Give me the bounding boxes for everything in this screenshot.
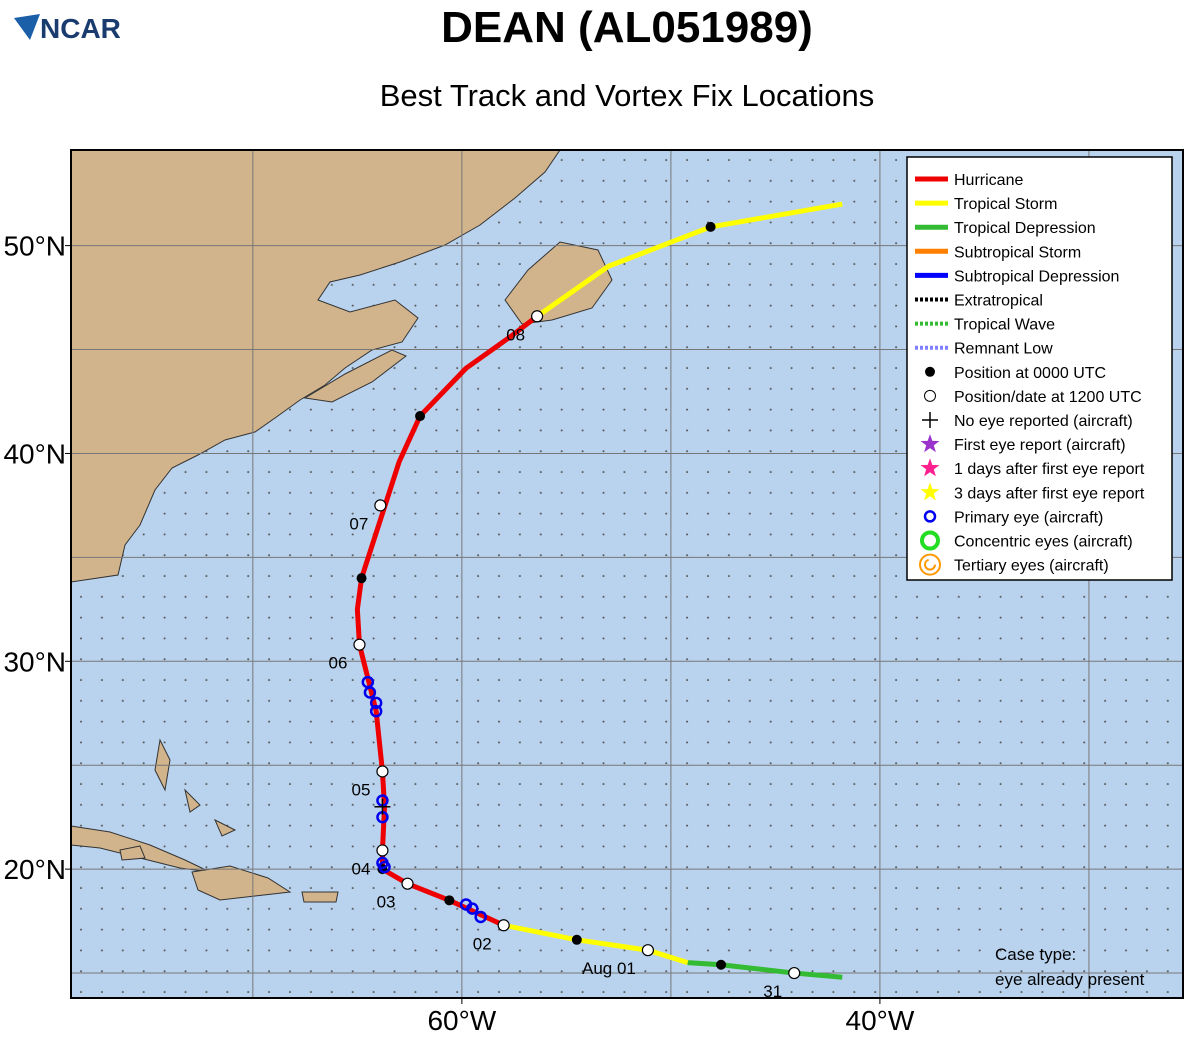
- y-tick-label: 30°N: [3, 646, 66, 677]
- title: DEAN (AL051989): [441, 3, 813, 52]
- y-tick-label: 40°N: [3, 438, 66, 469]
- legend-label: Primary eye (aircraft): [954, 509, 1103, 526]
- legend-symbol: [919, 553, 941, 576]
- legend-symbol: [924, 558, 936, 571]
- date-label: 04: [352, 859, 371, 878]
- date-label: 07: [349, 514, 368, 533]
- primary-eye: [378, 860, 391, 874]
- legend-label: Position/date at 1200 UTC: [954, 389, 1142, 406]
- nova-scotia: [303, 349, 407, 403]
- track-segment: [535, 201, 843, 319]
- legend-symbol: [922, 412, 938, 428]
- legend-label: Subtropical Storm: [954, 244, 1081, 261]
- puerto-rico: [301, 891, 339, 903]
- legend-label: Tropical Depression: [954, 220, 1096, 237]
- position-0000: [356, 573, 367, 584]
- date-label: Aug 01: [582, 959, 636, 978]
- legend-label: Remnant Low: [954, 341, 1053, 358]
- jamaica: [119, 845, 146, 861]
- date-label: 03: [377, 893, 396, 912]
- subtitle: Best Track and Vortex Fix Locations: [380, 78, 875, 113]
- legend-label: Tropical Storm: [954, 196, 1057, 213]
- axis-labels: 60°W 40°W 20°N 30°N 40°N 50°N: [3, 231, 915, 1036]
- case-type: eye already present: [995, 970, 1145, 989]
- track: 31 Aug 01 02 03 04 05 06 07 08: [329, 201, 843, 1001]
- legend-label: 1 days after first eye report: [954, 461, 1145, 478]
- legend-label: Tropical Wave: [954, 317, 1055, 334]
- legend-symbol: [923, 510, 937, 523]
- legend-label: Position at 0000 UTC: [954, 365, 1106, 382]
- position-1200: [641, 944, 655, 957]
- position-1200: [376, 765, 389, 778]
- legend: Hurricane Tropical Storm Tropical Depressi…: [906, 156, 1173, 581]
- y-tick-label: 20°N: [3, 854, 66, 885]
- legend-symbol: [920, 530, 940, 551]
- primary-eye: [363, 686, 377, 699]
- legend-box: [906, 156, 1173, 581]
- position-1200: [788, 966, 801, 980]
- logo-text: NCAR: [40, 13, 121, 44]
- date-label: 02: [473, 934, 492, 953]
- map-frame: [70, 149, 1184, 999]
- legend-label: First eye report (aircraft): [954, 437, 1126, 454]
- logo: NCAR: [14, 13, 121, 44]
- x-tick-label: 60°W: [427, 1005, 496, 1034]
- legend-label: Tertiary eyes (aircraft): [954, 558, 1109, 575]
- legend-label: 3 days after first eye report: [954, 485, 1145, 502]
- track-segment: [687, 960, 843, 980]
- position-1200: [531, 310, 544, 323]
- legend-label: Concentric eyes (aircraft): [954, 534, 1133, 551]
- land: [71, 150, 613, 903]
- legend-symbol: [920, 458, 940, 477]
- no-eye: [374, 798, 391, 815]
- y-tick-label: 50°N: [3, 231, 66, 262]
- position-1200: [374, 499, 387, 512]
- date-label: 31: [763, 982, 782, 1001]
- position-0000: [705, 221, 716, 232]
- position-0000: [415, 411, 426, 422]
- logo-mark: [14, 14, 40, 40]
- position-1200: [497, 919, 510, 932]
- case-type: Case type:: [995, 945, 1076, 964]
- position-1200: [401, 877, 414, 890]
- primary-eye: [466, 902, 479, 915]
- bahamas: [154, 738, 237, 837]
- legend-symbol: [925, 366, 935, 377]
- legend-label: No eye reported (aircraft): [954, 413, 1133, 430]
- track-segment: [503, 922, 689, 966]
- x-tick-label: 40°W: [846, 1005, 915, 1034]
- position-0000: [716, 959, 727, 970]
- date-label: 08: [506, 325, 525, 344]
- legend-label: Subtropical Depression: [954, 268, 1119, 285]
- legend-symbol: [920, 434, 940, 453]
- position-0000: [444, 895, 455, 906]
- legend-symbol: [920, 482, 940, 501]
- primary-eye: [369, 704, 383, 718]
- hispaniola: [191, 865, 292, 901]
- legend-label: Extratropical: [954, 293, 1043, 310]
- primary-eye: [474, 910, 487, 924]
- position-1200: [376, 844, 389, 857]
- position-0000: [571, 934, 582, 945]
- date-label: 05: [352, 780, 371, 799]
- position-1200: [353, 638, 366, 651]
- primary-eye: [369, 696, 383, 710]
- date-label: 06: [329, 654, 348, 673]
- legend-symbol: [924, 389, 936, 402]
- legend-label: Hurricane: [954, 172, 1023, 189]
